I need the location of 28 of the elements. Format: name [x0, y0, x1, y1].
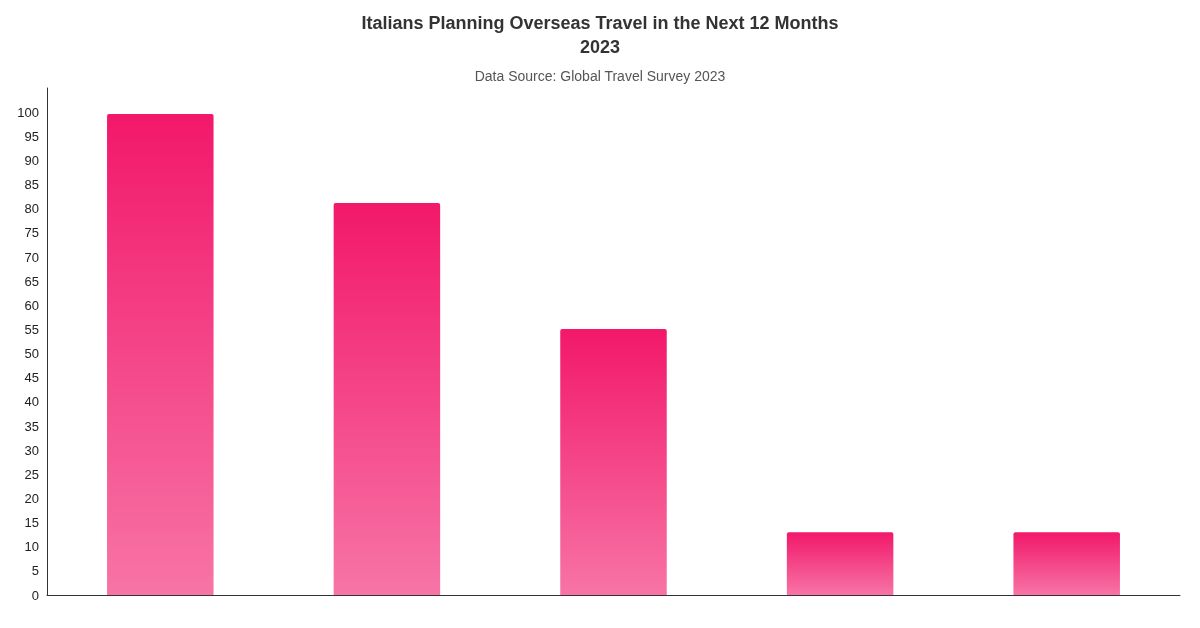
y-tick-label: 65 — [24, 273, 39, 289]
chart-title: Italians Planning Overseas Travel in the Next 12 Months 2023 — [361, 13, 839, 57]
y-tick-label: 20 — [24, 490, 39, 506]
y-tick-label: 100 — [17, 104, 39, 120]
y-tick-label: 70 — [24, 249, 39, 265]
chart-subtitle: Data Source: Global Travel Survey 2023 — [474, 68, 726, 84]
bar — [1013, 532, 1120, 595]
y-tick-label: 50 — [24, 346, 39, 362]
y-tick-label: 45 — [24, 370, 39, 386]
y-tick-label: 25 — [24, 466, 39, 482]
y-tick-label: 30 — [24, 442, 39, 458]
bar — [333, 202, 441, 595]
y-tick-label: 95 — [24, 128, 39, 144]
y-tick-label: 40 — [24, 394, 39, 410]
bar — [107, 114, 214, 595]
y-tick-label: 0 — [31, 587, 39, 603]
y-tick-label: 80 — [24, 201, 39, 217]
y-tick-label: 35 — [24, 418, 39, 434]
y-tick-label: 85 — [24, 177, 39, 193]
y-tick-label: 10 — [24, 539, 39, 555]
bar — [560, 328, 667, 595]
bar — [786, 532, 894, 595]
y-tick-label: 60 — [24, 297, 39, 313]
y-tick-label: 90 — [24, 152, 39, 168]
y-tick-label: 15 — [24, 515, 39, 531]
y-tick-label: 75 — [24, 225, 39, 241]
y-tick-label: 55 — [24, 321, 39, 337]
y-tick-label: 5 — [31, 563, 39, 579]
